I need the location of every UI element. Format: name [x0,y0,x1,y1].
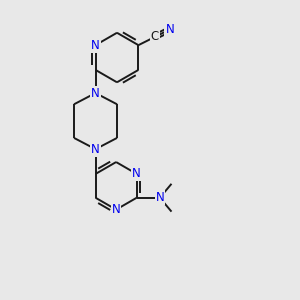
Text: N: N [91,86,100,100]
Text: N: N [132,167,141,180]
Text: N: N [112,203,121,216]
Text: N: N [91,39,100,52]
Text: N: N [155,191,164,204]
Text: C: C [151,30,159,44]
Text: N: N [165,23,174,36]
Text: N: N [91,143,100,156]
